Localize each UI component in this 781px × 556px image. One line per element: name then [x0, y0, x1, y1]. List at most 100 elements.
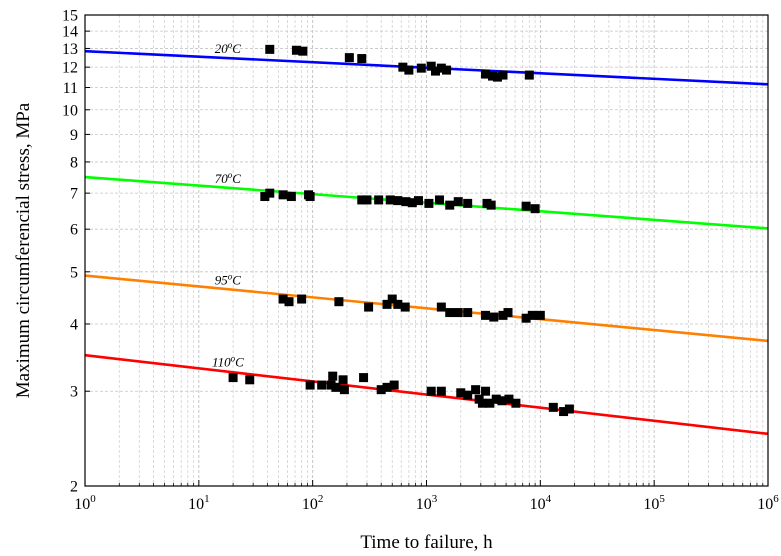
x-tick-label: 104 — [530, 493, 552, 513]
data-point — [442, 65, 452, 75]
data-point — [338, 375, 348, 385]
data-point — [471, 385, 481, 395]
x-tick-label: 105 — [643, 493, 665, 513]
data-point — [317, 380, 327, 390]
series-labels: 20oC 70oC 95oC 110oC — [212, 40, 244, 370]
data-point — [481, 310, 491, 320]
y-tick-label: 3 — [70, 384, 78, 401]
data-point — [413, 196, 423, 206]
data-point — [416, 63, 426, 73]
data-point — [359, 373, 369, 383]
data-point — [357, 195, 367, 205]
data-point — [504, 394, 514, 404]
y-tick-label: 2 — [70, 479, 78, 496]
fit-line — [84, 353, 769, 436]
y-tick-label: 13 — [62, 41, 78, 58]
data-point — [511, 398, 521, 408]
data-point — [357, 54, 367, 64]
y-tick-label: 7 — [70, 186, 78, 203]
y-tick-label: 4 — [70, 316, 78, 333]
data-point — [463, 390, 473, 400]
fit-line — [84, 274, 769, 343]
data-point — [521, 201, 531, 211]
data-point — [497, 396, 507, 406]
data-point — [404, 65, 414, 75]
data-point — [398, 62, 408, 72]
data-point — [559, 407, 569, 417]
data-point — [431, 66, 441, 76]
data-point — [265, 44, 275, 54]
data-point — [486, 200, 496, 210]
data-point — [436, 63, 446, 73]
data-point — [548, 402, 558, 412]
data-point — [284, 297, 294, 307]
data-point — [481, 69, 491, 79]
data-point — [503, 308, 513, 318]
axis-ticks: 100 101 102 103 104 105 1062345678910111213141… — [62, 8, 779, 514]
y-tick-label: 5 — [70, 264, 78, 281]
data-point — [260, 192, 270, 202]
y-tick-label: 6 — [70, 222, 78, 239]
data-point — [400, 302, 410, 312]
series-label: 110oC — [212, 354, 244, 370]
x-tick-label: 103 — [416, 493, 438, 513]
data-point — [382, 382, 392, 392]
data-point — [463, 308, 473, 318]
data-point — [393, 196, 403, 206]
x-tick-label: 101 — [188, 493, 210, 513]
x-tick-label: 106 — [757, 493, 779, 513]
data-point — [344, 53, 354, 63]
y-tick-label: 8 — [70, 154, 78, 171]
y-tick-label: 11 — [63, 80, 78, 97]
data-point — [445, 200, 455, 210]
data-point — [521, 313, 531, 323]
x-tick-label: 102 — [302, 493, 324, 513]
data-point — [339, 385, 349, 395]
data-point — [426, 386, 436, 396]
data-point — [245, 375, 255, 385]
data-point — [453, 308, 463, 318]
data-point — [374, 195, 384, 205]
data-point — [453, 197, 463, 207]
data-point — [278, 294, 288, 304]
data-point — [436, 386, 446, 396]
data-point — [305, 380, 315, 390]
grid — [85, 15, 768, 486]
data-point — [498, 70, 508, 80]
data-point — [485, 398, 495, 408]
data-point — [445, 308, 455, 318]
data-point — [492, 72, 502, 82]
data-point — [434, 195, 444, 205]
data-point — [487, 71, 497, 81]
data-point — [498, 310, 508, 320]
y-tick-label: 15 — [62, 8, 78, 25]
data-point — [489, 312, 499, 322]
data-point — [362, 195, 372, 205]
data-point — [376, 385, 386, 395]
data-point — [389, 380, 399, 390]
data-point — [326, 380, 336, 390]
data-point — [364, 302, 374, 312]
data-point — [436, 302, 446, 312]
x-axis-title: Time to failure, h — [360, 532, 493, 553]
data-point — [278, 190, 288, 200]
data-point — [382, 299, 392, 309]
data-point — [401, 197, 411, 207]
data-point — [477, 398, 487, 408]
data-point — [385, 195, 395, 205]
data-point — [387, 294, 397, 304]
data-point — [291, 45, 301, 55]
data-point — [265, 188, 275, 198]
data-points — [228, 44, 574, 417]
data-point — [456, 388, 466, 398]
y-tick-label: 14 — [62, 24, 78, 41]
series-label: 20oC — [215, 40, 242, 56]
series-label: 95oC — [215, 271, 242, 287]
fit-line — [84, 49, 769, 86]
data-point — [535, 310, 545, 320]
data-point — [463, 198, 473, 208]
data-point — [286, 192, 296, 202]
data-point — [331, 382, 341, 392]
data-point — [297, 294, 307, 304]
data-point — [305, 192, 315, 202]
